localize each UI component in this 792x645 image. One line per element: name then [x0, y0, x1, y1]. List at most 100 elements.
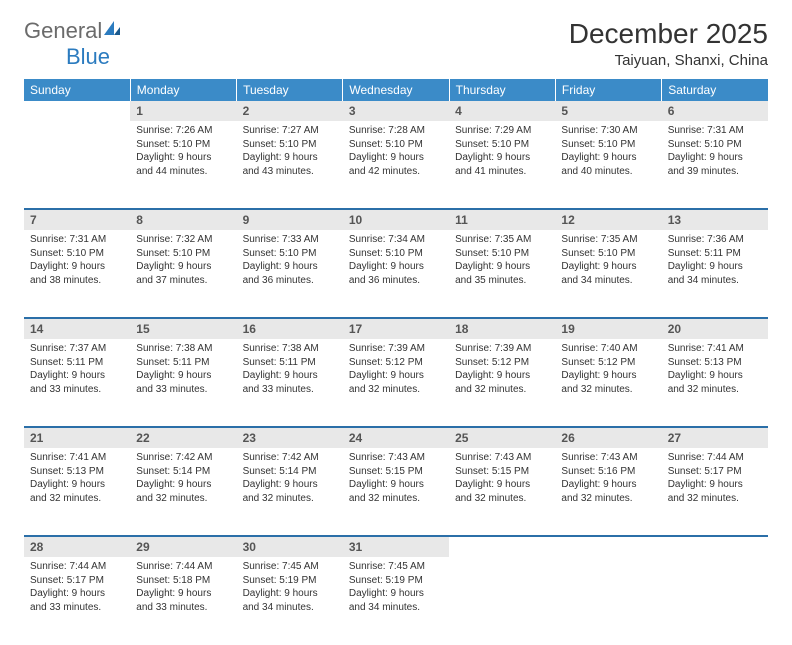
day-cell	[449, 557, 555, 645]
day-number: 15	[130, 318, 236, 339]
day-line: Sunrise: 7:43 AM	[455, 451, 549, 465]
day-number: 4	[449, 101, 555, 121]
day-line: Sunset: 5:11 PM	[243, 356, 337, 370]
day-content: Sunrise: 7:42 AMSunset: 5:14 PMDaylight:…	[130, 448, 236, 511]
day-number	[449, 536, 555, 557]
daynum-row: 14151617181920	[24, 318, 768, 339]
content-row: Sunrise: 7:26 AMSunset: 5:10 PMDaylight:…	[24, 121, 768, 209]
day-number: 23	[237, 427, 343, 448]
weekday-header: Friday	[555, 79, 661, 101]
day-line: Sunrise: 7:42 AM	[136, 451, 230, 465]
day-number: 26	[555, 427, 661, 448]
day-number: 11	[449, 209, 555, 230]
day-line: Daylight: 9 hours	[561, 369, 655, 383]
day-cell: Sunrise: 7:26 AMSunset: 5:10 PMDaylight:…	[130, 121, 236, 209]
day-cell: Sunrise: 7:41 AMSunset: 5:13 PMDaylight:…	[662, 339, 768, 427]
day-line: Daylight: 9 hours	[349, 478, 443, 492]
weekday-header: Saturday	[662, 79, 768, 101]
day-cell: Sunrise: 7:30 AMSunset: 5:10 PMDaylight:…	[555, 121, 661, 209]
day-content: Sunrise: 7:38 AMSunset: 5:11 PMDaylight:…	[130, 339, 236, 402]
day-number: 28	[24, 536, 130, 557]
day-line: Sunrise: 7:33 AM	[243, 233, 337, 247]
day-number: 27	[662, 427, 768, 448]
title-block: December 2025 Taiyuan, Shanxi, China	[569, 18, 768, 69]
day-line: Sunset: 5:10 PM	[243, 138, 337, 152]
day-content: Sunrise: 7:34 AMSunset: 5:10 PMDaylight:…	[343, 230, 449, 293]
day-content: Sunrise: 7:35 AMSunset: 5:10 PMDaylight:…	[449, 230, 555, 293]
day-content: Sunrise: 7:45 AMSunset: 5:19 PMDaylight:…	[237, 557, 343, 620]
day-number: 24	[343, 427, 449, 448]
day-line: Sunrise: 7:43 AM	[561, 451, 655, 465]
day-line: and 32 minutes.	[561, 383, 655, 397]
day-line: Daylight: 9 hours	[349, 151, 443, 165]
day-line: Sunset: 5:11 PM	[30, 356, 124, 370]
day-content: Sunrise: 7:35 AMSunset: 5:10 PMDaylight:…	[555, 230, 661, 293]
day-line: Sunrise: 7:38 AM	[243, 342, 337, 356]
brand-logo: General	[24, 18, 124, 44]
day-line: Sunset: 5:14 PM	[243, 465, 337, 479]
day-line: and 32 minutes.	[668, 383, 762, 397]
header: General December 2025 Taiyuan, Shanxi, C…	[24, 18, 768, 69]
day-line: Sunset: 5:14 PM	[136, 465, 230, 479]
day-content: Sunrise: 7:33 AMSunset: 5:10 PMDaylight:…	[237, 230, 343, 293]
day-line: Daylight: 9 hours	[455, 260, 549, 274]
content-row: Sunrise: 7:37 AMSunset: 5:11 PMDaylight:…	[24, 339, 768, 427]
day-line: Sunrise: 7:41 AM	[668, 342, 762, 356]
day-cell: Sunrise: 7:28 AMSunset: 5:10 PMDaylight:…	[343, 121, 449, 209]
day-number: 16	[237, 318, 343, 339]
day-line: Sunset: 5:13 PM	[30, 465, 124, 479]
day-content: Sunrise: 7:37 AMSunset: 5:11 PMDaylight:…	[24, 339, 130, 402]
day-cell: Sunrise: 7:43 AMSunset: 5:15 PMDaylight:…	[343, 448, 449, 536]
day-line: Sunset: 5:10 PM	[30, 247, 124, 261]
day-line: Daylight: 9 hours	[243, 260, 337, 274]
day-line: Sunrise: 7:43 AM	[349, 451, 443, 465]
day-line: Sunset: 5:10 PM	[243, 247, 337, 261]
day-line: Daylight: 9 hours	[243, 369, 337, 383]
day-line: Sunrise: 7:44 AM	[136, 560, 230, 574]
day-number: 5	[555, 101, 661, 121]
day-number: 8	[130, 209, 236, 230]
day-content: Sunrise: 7:43 AMSunset: 5:15 PMDaylight:…	[343, 448, 449, 511]
day-cell: Sunrise: 7:39 AMSunset: 5:12 PMDaylight:…	[343, 339, 449, 427]
day-line: Daylight: 9 hours	[455, 369, 549, 383]
day-cell: Sunrise: 7:45 AMSunset: 5:19 PMDaylight:…	[343, 557, 449, 645]
day-line: Sunrise: 7:31 AM	[668, 124, 762, 138]
day-content: Sunrise: 7:45 AMSunset: 5:19 PMDaylight:…	[343, 557, 449, 620]
day-content: Sunrise: 7:28 AMSunset: 5:10 PMDaylight:…	[343, 121, 449, 184]
day-line: and 40 minutes.	[561, 165, 655, 179]
day-cell: Sunrise: 7:42 AMSunset: 5:14 PMDaylight:…	[237, 448, 343, 536]
day-line: Daylight: 9 hours	[455, 151, 549, 165]
day-content: Sunrise: 7:31 AMSunset: 5:10 PMDaylight:…	[24, 230, 130, 293]
day-line: Sunset: 5:10 PM	[668, 138, 762, 152]
day-cell: Sunrise: 7:38 AMSunset: 5:11 PMDaylight:…	[130, 339, 236, 427]
daynum-row: 28293031	[24, 536, 768, 557]
day-line: Daylight: 9 hours	[243, 151, 337, 165]
day-line: and 34 minutes.	[668, 274, 762, 288]
day-line: Daylight: 9 hours	[349, 369, 443, 383]
day-line: Daylight: 9 hours	[561, 478, 655, 492]
day-cell: Sunrise: 7:31 AMSunset: 5:10 PMDaylight:…	[24, 230, 130, 318]
day-line: and 32 minutes.	[30, 492, 124, 506]
weekday-header-row: Sunday Monday Tuesday Wednesday Thursday…	[24, 79, 768, 101]
day-line: Daylight: 9 hours	[668, 260, 762, 274]
day-content: Sunrise: 7:31 AMSunset: 5:10 PMDaylight:…	[662, 121, 768, 184]
day-content: Sunrise: 7:29 AMSunset: 5:10 PMDaylight:…	[449, 121, 555, 184]
day-cell: Sunrise: 7:36 AMSunset: 5:11 PMDaylight:…	[662, 230, 768, 318]
day-line: Daylight: 9 hours	[243, 478, 337, 492]
day-line: Sunset: 5:18 PM	[136, 574, 230, 588]
day-line: Sunset: 5:10 PM	[561, 247, 655, 261]
day-line: Sunset: 5:12 PM	[349, 356, 443, 370]
day-line: Sunset: 5:12 PM	[455, 356, 549, 370]
day-number: 20	[662, 318, 768, 339]
day-line: Sunset: 5:11 PM	[668, 247, 762, 261]
day-line: Sunrise: 7:45 AM	[243, 560, 337, 574]
day-line: Daylight: 9 hours	[561, 151, 655, 165]
day-number: 19	[555, 318, 661, 339]
weekday-header: Monday	[130, 79, 236, 101]
day-line: Sunset: 5:15 PM	[349, 465, 443, 479]
day-line: Sunset: 5:10 PM	[349, 138, 443, 152]
calendar-table: Sunday Monday Tuesday Wednesday Thursday…	[24, 79, 768, 645]
day-line: Sunrise: 7:45 AM	[349, 560, 443, 574]
day-line: Daylight: 9 hours	[30, 369, 124, 383]
brand-part2-wrapper: Blue	[24, 44, 110, 70]
